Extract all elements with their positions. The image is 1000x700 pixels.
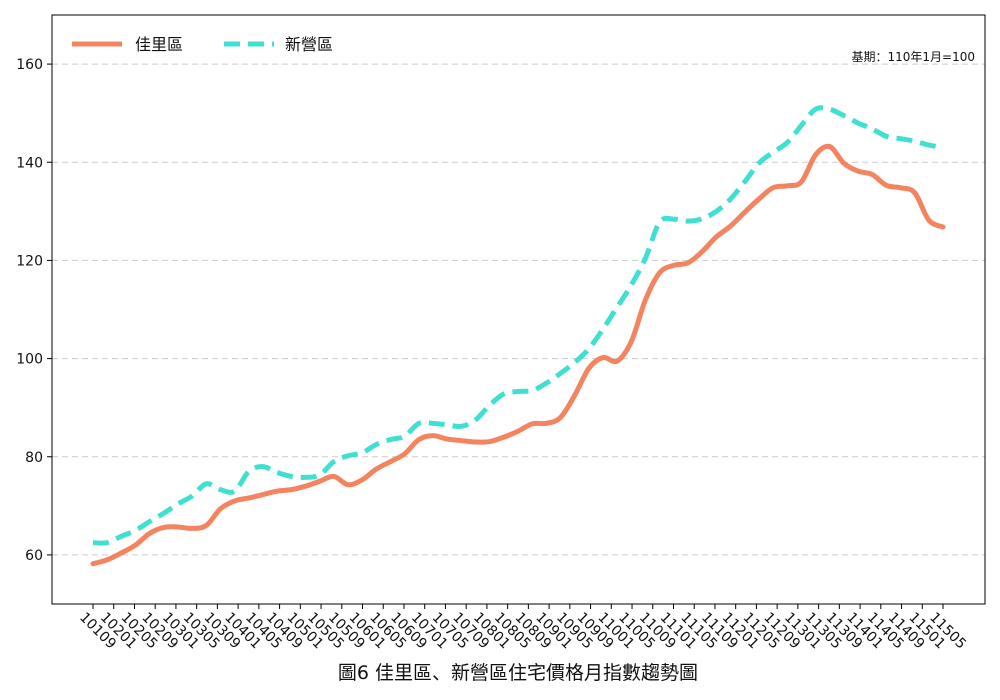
y-tick-label-160: 160: [16, 57, 43, 73]
legend: 佳里區 新營區: [72, 35, 333, 54]
y-tick-label-80: 80: [25, 450, 43, 466]
y-tick-label-140: 140: [16, 155, 43, 171]
series-group: [90, 105, 946, 567]
grid-lines: [52, 63, 985, 556]
base-period-note: 基期：110年1月=100: [852, 50, 976, 64]
chart-caption: 圖6 佳里區、新營區住宅價格月指數趨勢圖: [338, 662, 698, 684]
y-tick-label-100: 100: [16, 352, 43, 368]
series-line-jiali: [90, 143, 946, 567]
plot-background: [52, 15, 985, 604]
x-axis: 1010910201102051020910301103051030910401…: [76, 604, 969, 652]
y-tick-label-60: 60: [25, 548, 43, 564]
legend-label-xinying: 新營區: [285, 35, 333, 54]
legend-label-jiali: 佳里區: [135, 35, 183, 54]
y-axis: 60 80 100 120 140 160: [16, 57, 52, 564]
y-tick-label-120: 120: [16, 253, 43, 269]
series-line-xinying: [92, 105, 944, 546]
plot-frame: [51, 14, 986, 605]
